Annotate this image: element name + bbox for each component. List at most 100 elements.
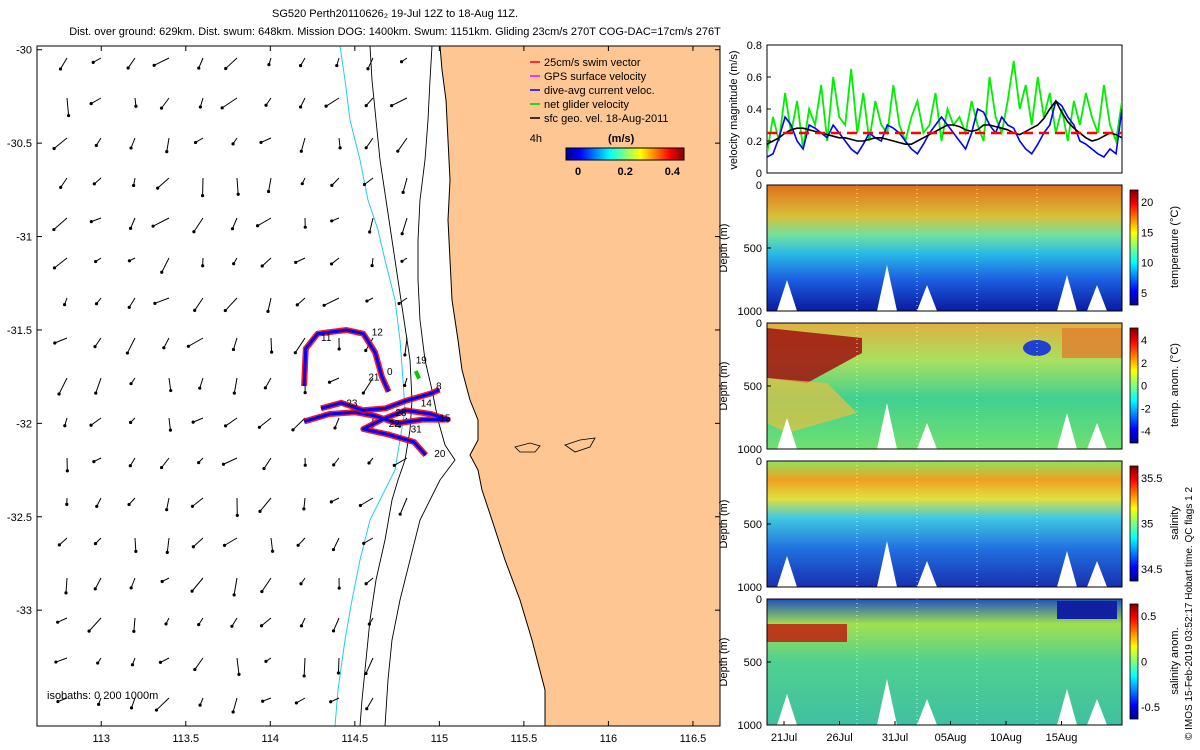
section-y-tick-label: 0 (756, 456, 762, 468)
quiver-arrow-head (53, 341, 57, 345)
section-colorbar-label: salinity (1169, 506, 1181, 540)
island-rottnest (514, 442, 541, 453)
quiver-arrow-head (329, 262, 334, 266)
quiver-arrow (53, 217, 68, 230)
section-colorbar-tick: 34.5 (1141, 564, 1162, 576)
legend-label: dive-avg current veloc. (544, 85, 655, 97)
quiver-arrow (236, 177, 239, 195)
section-colorbar-tick: 0 (1141, 657, 1147, 669)
quiver-arrow (401, 217, 408, 234)
quiver-arrow-head (231, 347, 236, 352)
quiver-arrow (166, 137, 170, 152)
date-axis: 21Jul 26Jul 31Jul 05Aug 10Aug 15Aug (771, 721, 1077, 744)
quiver-arrow (127, 57, 136, 69)
warm-anomaly-surface (1062, 328, 1122, 358)
quiver-arrow (300, 137, 306, 152)
quiver-arrow-head (156, 186, 160, 190)
quiver-arrow (394, 457, 408, 466)
quiver-arrow (153, 57, 170, 66)
figure-subtitle: Dist. over ground: 629km. Dist. swum: 64… (69, 26, 721, 38)
quiver-arrow (199, 377, 204, 389)
no-data-gap (777, 556, 797, 587)
salinity-anomaly-high (767, 624, 847, 642)
figure-title: SG520 Perth20110626₂ 19-Jul 12Z to 18-Au… (271, 8, 519, 20)
quiver-arrow-head (295, 303, 299, 307)
no-data-gap (877, 541, 897, 587)
quiver-arrow-head (197, 623, 201, 627)
quiver-arrow-head (160, 579, 164, 584)
quiver-arrow (334, 417, 340, 429)
quiver-arrow (397, 137, 408, 152)
quiver-arrow-head (257, 425, 261, 429)
quiver-arrow-head (303, 391, 307, 395)
track-day-label: 11 (321, 333, 332, 344)
quiver-arrow-head (128, 226, 133, 230)
section-colorbar-label: temp. anom. (°C) (1169, 343, 1181, 427)
isobath-1000 (359, 46, 413, 726)
quiver-arrow-head (92, 182, 96, 186)
section-panel: 0 500 1000 Depth (m) 35.5 35 34.5 salinity (718, 456, 1181, 594)
section-colorbar-tick: 20 (1141, 197, 1153, 209)
velocity-y-tick-label: 0.4 (747, 104, 762, 116)
quiver-arrow-head (65, 469, 69, 473)
quiver-arrow (261, 257, 272, 267)
quiver-arrow-head (400, 259, 404, 263)
quiver-arrow-head (398, 512, 402, 516)
quiver-arrow-head (259, 140, 263, 145)
quiver-arrow (66, 97, 70, 116)
quiver-arrow (160, 657, 170, 663)
quiver-arrow-head (128, 464, 132, 468)
track-day-label: 28 (395, 408, 407, 419)
no-data-gap (777, 418, 797, 449)
section-panel: 0 500 1000 Depth (m) 4 2 0 -2 -4 temp. anom. (°C) (718, 318, 1181, 456)
quiver-arrow (295, 257, 306, 263)
quiver-arrow-head (370, 263, 374, 268)
section-colorbar-tick: 4 (1141, 335, 1147, 347)
quiver-arrow-head (258, 509, 262, 514)
quiver-arrow-head (294, 701, 298, 705)
credit-text: © IMOS 15-Feb-2019 03:52:17 Hobart time.… (1184, 487, 1195, 740)
track-day-label: 0 (387, 367, 393, 378)
no-data-gap (1087, 699, 1107, 725)
quiver-arrow-head (132, 183, 136, 188)
quiver-arrow (166, 497, 170, 510)
date-tick-label: 05Aug (935, 732, 967, 744)
section-colorbar-tick: -0.5 (1141, 702, 1160, 714)
quiver-arrow-head (201, 264, 205, 268)
no-data-gap (1057, 413, 1077, 449)
quiver-arrow-head (231, 710, 235, 714)
no-data-gap (917, 561, 937, 587)
section-y-tick-label: 1000 (738, 444, 762, 456)
section-colorbar (1129, 327, 1139, 444)
section-panel: 0 500 1000 Depth (m) 0.5 0 -0.5 salinity anom. (718, 594, 1181, 732)
legend-label: sfc geo. vel. 18-Aug-2011 (544, 113, 669, 125)
quiver-arrow (292, 417, 306, 431)
quiver-arrow-head (337, 347, 341, 351)
section-colorbar-tick: 0 (1141, 381, 1147, 393)
velocity-panel: 0 0.2 0.4 0.6 0.8 velocity magnitude (m/s) (728, 40, 1123, 180)
quiver-arrow-head (192, 230, 196, 234)
quiver-arrow (57, 697, 68, 703)
quiver-arrow (91, 217, 102, 223)
quiver-arrow-head (364, 348, 368, 353)
quiver-arrow-head (399, 60, 404, 64)
section-colorbar-tick: 0.5 (1141, 611, 1156, 623)
quiver-arrow-head (158, 660, 162, 664)
velocity-colorbar: 4h (m/s) 0 0.2 0.4 (530, 133, 685, 178)
track-day-label: 21 (368, 372, 380, 383)
map-x-tick-label: 113 (92, 733, 110, 745)
no-data-gap (877, 403, 897, 449)
quiver-arrow-head (361, 391, 365, 395)
section-y-tick-label: 0 (756, 594, 762, 606)
quiver-arrow-head (300, 182, 304, 186)
quiver-arrow-head (125, 351, 129, 355)
quiver-arrow-head (271, 549, 275, 553)
section-colorbar-tick: 5 (1141, 288, 1147, 300)
track-day-label: 31 (411, 425, 423, 436)
quiver-arrow-head (298, 64, 303, 68)
no-data-gap (777, 280, 797, 311)
velocity-y-tick-label: 0 (756, 168, 762, 180)
quiver-arrow-head (191, 545, 195, 549)
quiver-arrow (338, 137, 341, 148)
quiver-arrow-head (302, 507, 306, 511)
